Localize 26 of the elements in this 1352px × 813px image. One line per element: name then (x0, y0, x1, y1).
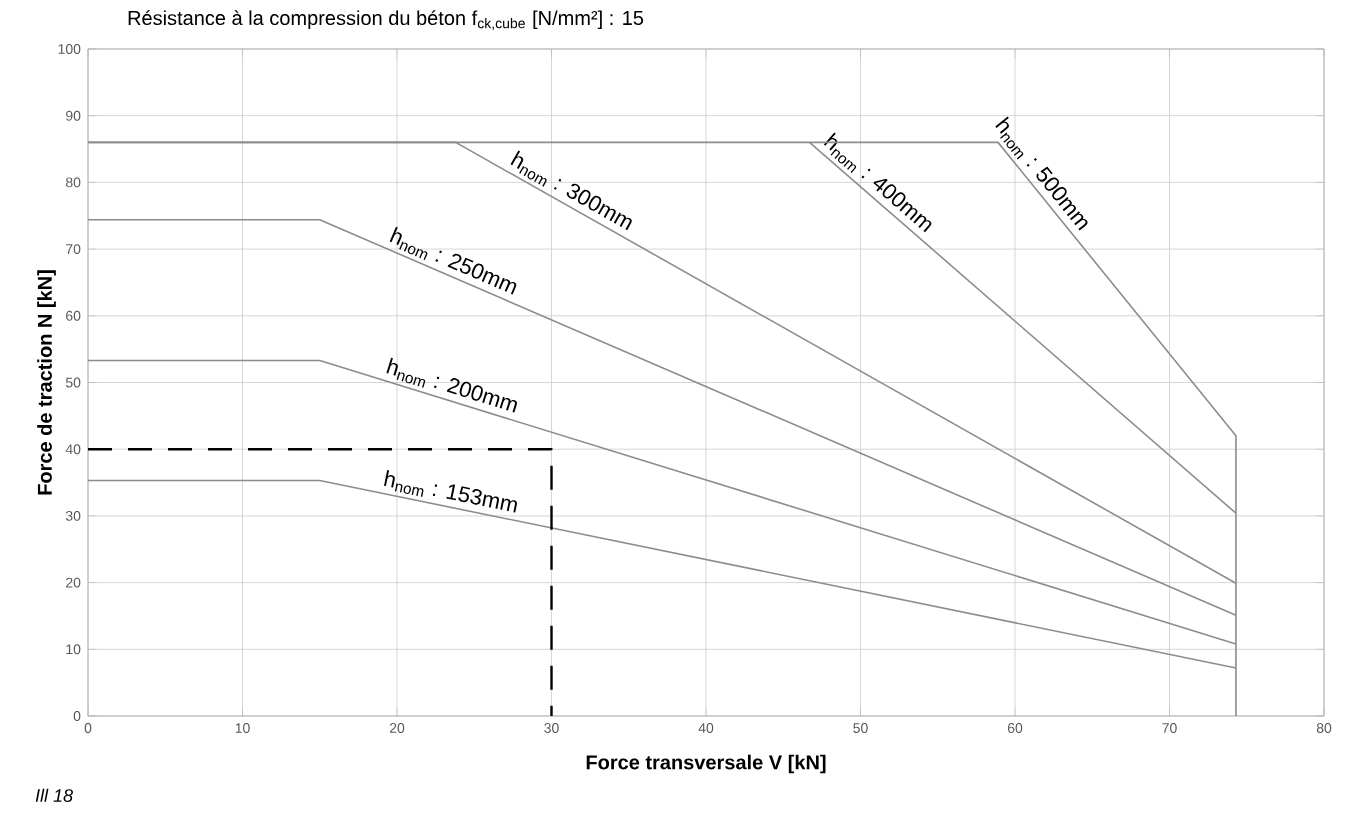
text: Ill 18 (35, 788, 73, 802)
x-tick-label: 10 (235, 723, 250, 733)
chart-title: Résistance à la compression du béton f$_{ck,cube}$ [N/mm²] : 15 (128, 10, 644, 30)
x-axis-title: Force transversale V [kN] (586, 754, 826, 774)
y-tick-label: 0 (73, 711, 81, 721)
y-tick-label: 60 (66, 310, 81, 321)
y-tick-label: 30 (65, 510, 81, 521)
y-tick-label: 20 (66, 577, 81, 588)
y-tick-label: 70 (66, 244, 81, 255)
x-tick-label: 50 (853, 723, 868, 733)
text: h$_{nom}$ : 153mm (384, 470, 517, 513)
y-tick-label: 10 (66, 644, 81, 655)
x-tick-label: 70 (1162, 723, 1177, 733)
text: h$_{nom}$ : 200mm (386, 357, 517, 413)
y-tick-label: 80 (65, 177, 81, 188)
y-tick-label: 50 (65, 377, 81, 388)
x-tick-label: 0 (84, 723, 92, 733)
x-tick-label: 20 (389, 723, 405, 733)
x-tick-label: 40 (698, 723, 714, 733)
x-tick-label: 60 (1007, 723, 1023, 733)
y-axis-title: Force de traction N [kN] (37, 270, 56, 495)
y-tick-label: 40 (65, 444, 81, 455)
x-tick-label: 30 (544, 723, 559, 733)
x-tick-label: 80 (1316, 723, 1332, 733)
y-tick-label: 90 (66, 110, 81, 121)
y-tick-label: 100 (58, 44, 81, 54)
